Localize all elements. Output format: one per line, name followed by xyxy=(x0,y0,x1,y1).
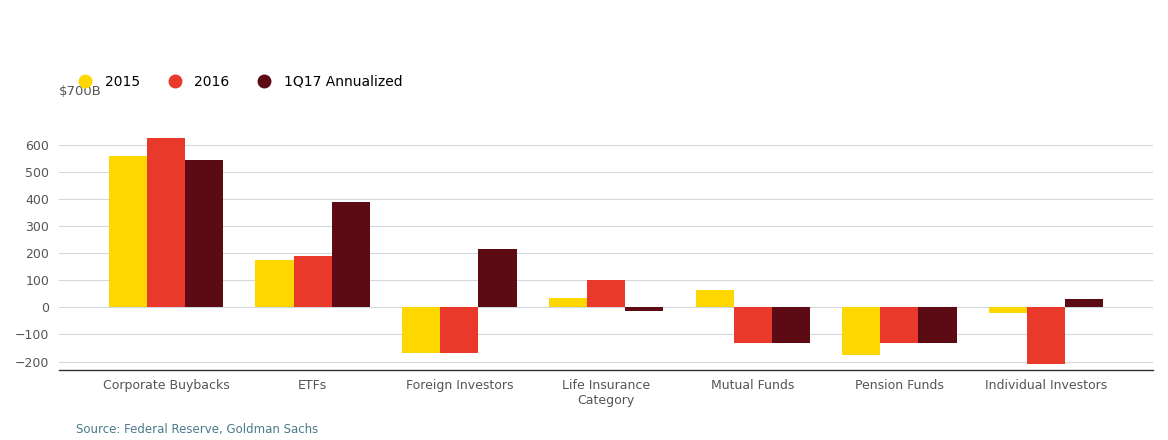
Bar xyxy=(989,308,1027,313)
Bar xyxy=(479,249,516,308)
Bar xyxy=(734,308,772,343)
Bar xyxy=(588,280,625,308)
Bar xyxy=(332,202,370,308)
Bar xyxy=(772,308,809,343)
Bar xyxy=(256,260,293,308)
Bar xyxy=(1027,308,1065,364)
Text: $700B: $700B xyxy=(60,84,102,98)
Bar xyxy=(625,308,663,312)
Bar xyxy=(293,256,332,308)
Bar xyxy=(695,290,734,308)
Bar xyxy=(881,308,918,343)
Bar xyxy=(147,138,185,308)
Bar xyxy=(549,298,588,308)
Bar xyxy=(440,308,479,353)
Bar xyxy=(842,308,881,355)
Bar xyxy=(1065,299,1104,308)
Bar xyxy=(402,308,440,353)
Legend: 2015, 2016, 1Q17 Annualized: 2015, 2016, 1Q17 Annualized xyxy=(67,70,408,95)
Bar xyxy=(918,308,957,343)
Bar xyxy=(185,160,223,308)
Bar xyxy=(109,156,147,308)
Text: Source: Federal Reserve, Goldman Sachs: Source: Federal Reserve, Goldman Sachs xyxy=(76,422,318,436)
